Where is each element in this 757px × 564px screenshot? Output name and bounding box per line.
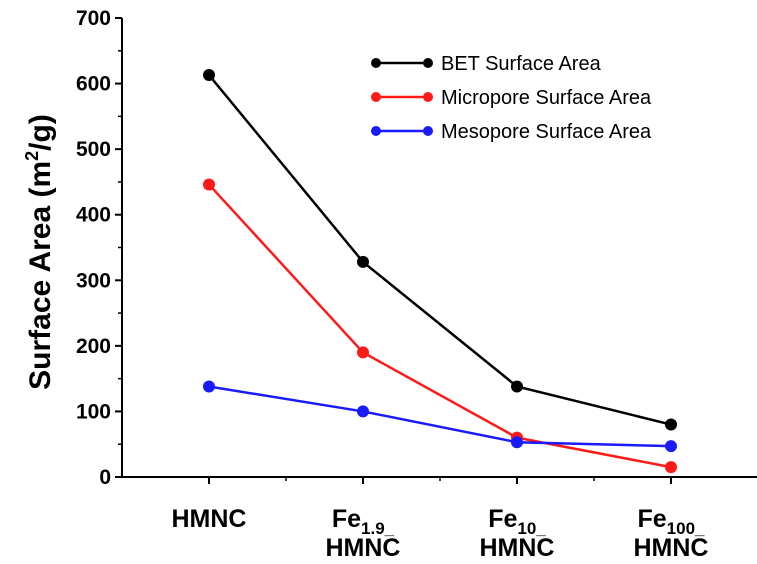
data-point — [203, 178, 215, 191]
legend-marker — [423, 92, 433, 102]
legend-marker — [371, 126, 381, 136]
series-1 — [203, 178, 677, 474]
series-2 — [203, 380, 677, 453]
series-layer — [203, 69, 677, 474]
x-tick-label: HMNC — [172, 505, 247, 533]
y-tick-label: 100 — [76, 400, 111, 423]
series-0 — [203, 69, 677, 431]
legend-marker — [423, 58, 433, 68]
series-line — [208, 74, 672, 426]
legend-label: Mesopore Surface Area — [441, 121, 652, 143]
y-tick-label: 500 — [76, 138, 111, 161]
y-tick-label: 600 — [76, 73, 111, 96]
legend-label: BET Surface Area — [441, 53, 602, 75]
y-tick-label: 700 — [76, 7, 111, 30]
x-tick-label-line2: HMNC — [326, 534, 401, 562]
legend-marker — [371, 58, 381, 68]
data-point — [203, 69, 215, 82]
x-tick-label: Fe100_ — [637, 505, 705, 538]
data-point — [665, 418, 677, 431]
data-point — [665, 440, 677, 453]
legend-marker — [423, 126, 433, 136]
y-tick-label: 300 — [76, 269, 111, 292]
data-point — [511, 380, 523, 393]
x-tick-label-line2: HMNC — [480, 534, 555, 562]
data-point — [511, 436, 523, 449]
legend: BET Surface Area Micropore Surface Area Me… — [371, 53, 652, 143]
series-line — [208, 385, 672, 448]
data-point — [665, 461, 677, 474]
series-line — [208, 183, 672, 469]
data-point — [357, 255, 369, 268]
y-tick-label: 200 — [76, 335, 111, 358]
data-point — [203, 380, 215, 393]
y-axis-label: Surface Area (m2/g) — [22, 114, 57, 390]
data-point — [357, 405, 369, 418]
legend-marker — [371, 92, 381, 102]
x-tick-label: Fe10_ — [488, 505, 546, 538]
x-tick-label: Fe1.9_ — [332, 505, 395, 538]
y-tick-label: 0 — [99, 466, 111, 489]
legend-label: Micropore Surface Area — [441, 87, 652, 109]
data-point — [357, 346, 369, 359]
y-tick-label: 400 — [76, 204, 111, 227]
x-tick-label-line2: HMNC — [634, 534, 709, 562]
